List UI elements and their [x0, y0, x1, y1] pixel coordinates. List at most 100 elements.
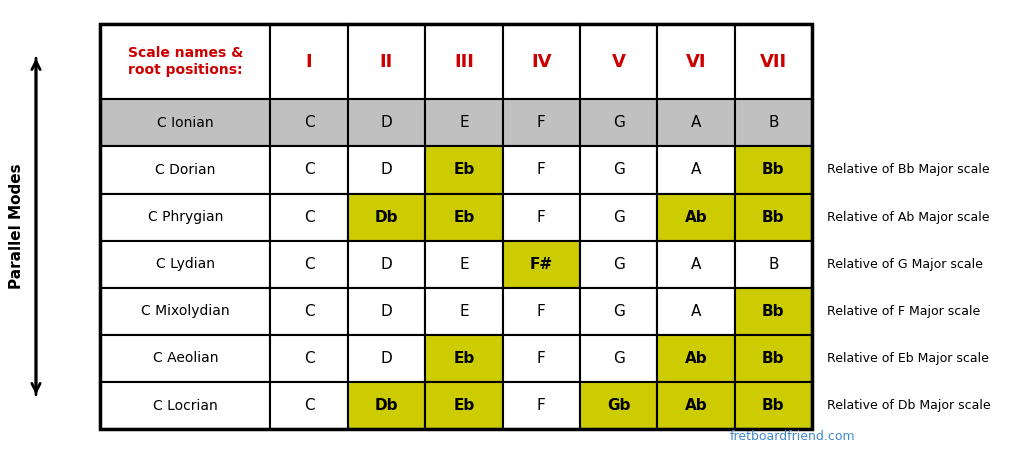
- FancyBboxPatch shape: [100, 382, 270, 429]
- Text: Eb: Eb: [454, 351, 474, 366]
- FancyBboxPatch shape: [580, 193, 657, 241]
- Text: Db: Db: [375, 210, 398, 225]
- Text: F#: F#: [529, 257, 553, 272]
- FancyBboxPatch shape: [348, 99, 425, 146]
- Text: B: B: [768, 257, 778, 272]
- Text: F: F: [537, 163, 546, 178]
- Text: Db: Db: [375, 398, 398, 413]
- Text: Parallel Modes: Parallel Modes: [9, 164, 24, 289]
- Text: Ab: Ab: [685, 398, 708, 413]
- FancyBboxPatch shape: [425, 288, 503, 335]
- FancyBboxPatch shape: [503, 24, 580, 99]
- Text: A: A: [691, 163, 701, 178]
- Text: VII: VII: [760, 53, 786, 71]
- FancyBboxPatch shape: [580, 335, 657, 382]
- Text: Ab: Ab: [685, 351, 708, 366]
- FancyBboxPatch shape: [657, 241, 734, 288]
- Text: C Lydian: C Lydian: [156, 257, 215, 271]
- FancyBboxPatch shape: [425, 193, 503, 241]
- Text: Bb: Bb: [762, 163, 784, 178]
- FancyBboxPatch shape: [580, 24, 657, 99]
- FancyBboxPatch shape: [100, 24, 270, 99]
- FancyBboxPatch shape: [425, 382, 503, 429]
- Text: Relative of G Major scale: Relative of G Major scale: [826, 258, 983, 271]
- FancyBboxPatch shape: [580, 99, 657, 146]
- FancyBboxPatch shape: [734, 24, 812, 99]
- FancyBboxPatch shape: [580, 241, 657, 288]
- Text: Eb: Eb: [454, 398, 474, 413]
- FancyBboxPatch shape: [425, 146, 503, 193]
- FancyBboxPatch shape: [503, 146, 580, 193]
- FancyBboxPatch shape: [270, 193, 348, 241]
- FancyBboxPatch shape: [348, 24, 425, 99]
- Text: D: D: [381, 116, 392, 130]
- Text: Relative of Bb Major scale: Relative of Bb Major scale: [826, 164, 989, 177]
- FancyBboxPatch shape: [348, 382, 425, 429]
- Text: C: C: [304, 257, 314, 272]
- Text: G: G: [612, 257, 625, 272]
- FancyBboxPatch shape: [503, 241, 580, 288]
- Text: F: F: [537, 351, 546, 366]
- Text: Eb: Eb: [454, 210, 474, 225]
- Text: D: D: [381, 163, 392, 178]
- Text: Relative of F Major scale: Relative of F Major scale: [826, 305, 980, 318]
- Text: Bb: Bb: [762, 210, 784, 225]
- FancyBboxPatch shape: [734, 382, 812, 429]
- Text: F: F: [537, 304, 546, 319]
- Text: II: II: [380, 53, 393, 71]
- Text: Ab: Ab: [685, 210, 708, 225]
- FancyBboxPatch shape: [425, 24, 503, 99]
- FancyBboxPatch shape: [734, 288, 812, 335]
- Text: fretboardfriend.com: fretboardfriend.com: [729, 429, 855, 443]
- Text: III: III: [454, 53, 474, 71]
- Text: D: D: [381, 351, 392, 366]
- Text: Gb: Gb: [607, 398, 630, 413]
- Text: A: A: [691, 257, 701, 272]
- FancyBboxPatch shape: [270, 24, 348, 99]
- Text: B: B: [768, 116, 778, 130]
- Text: A: A: [691, 304, 701, 319]
- FancyBboxPatch shape: [734, 335, 812, 382]
- Text: E: E: [459, 257, 469, 272]
- Text: Relative of Ab Major scale: Relative of Ab Major scale: [826, 211, 989, 224]
- Text: C: C: [304, 398, 314, 413]
- Text: IV: IV: [531, 53, 552, 71]
- Text: G: G: [612, 210, 625, 225]
- Text: G: G: [612, 304, 625, 319]
- FancyBboxPatch shape: [100, 241, 270, 288]
- Text: F: F: [537, 210, 546, 225]
- FancyBboxPatch shape: [348, 146, 425, 193]
- FancyBboxPatch shape: [657, 382, 734, 429]
- Text: D: D: [381, 304, 392, 319]
- Text: Bb: Bb: [762, 304, 784, 319]
- Text: C Mixolydian: C Mixolydian: [141, 304, 229, 318]
- Text: Bb: Bb: [762, 398, 784, 413]
- FancyBboxPatch shape: [657, 99, 734, 146]
- Text: Bb: Bb: [762, 351, 784, 366]
- FancyBboxPatch shape: [100, 146, 270, 193]
- FancyBboxPatch shape: [657, 288, 734, 335]
- Text: C Aeolian: C Aeolian: [153, 352, 218, 366]
- Text: V: V: [611, 53, 626, 71]
- Text: C: C: [304, 116, 314, 130]
- FancyBboxPatch shape: [425, 99, 503, 146]
- Text: Eb: Eb: [454, 163, 474, 178]
- FancyBboxPatch shape: [503, 382, 580, 429]
- FancyBboxPatch shape: [270, 99, 348, 146]
- FancyBboxPatch shape: [657, 146, 734, 193]
- FancyBboxPatch shape: [503, 335, 580, 382]
- Text: C: C: [304, 351, 314, 366]
- Text: F: F: [537, 116, 546, 130]
- Text: C: C: [304, 304, 314, 319]
- FancyBboxPatch shape: [657, 193, 734, 241]
- FancyBboxPatch shape: [734, 193, 812, 241]
- FancyBboxPatch shape: [734, 241, 812, 288]
- Text: G: G: [612, 163, 625, 178]
- FancyBboxPatch shape: [270, 335, 348, 382]
- FancyBboxPatch shape: [100, 99, 270, 146]
- Text: C Dorian: C Dorian: [156, 163, 215, 177]
- Text: F: F: [537, 398, 546, 413]
- Text: G: G: [612, 351, 625, 366]
- FancyBboxPatch shape: [580, 146, 657, 193]
- FancyBboxPatch shape: [100, 193, 270, 241]
